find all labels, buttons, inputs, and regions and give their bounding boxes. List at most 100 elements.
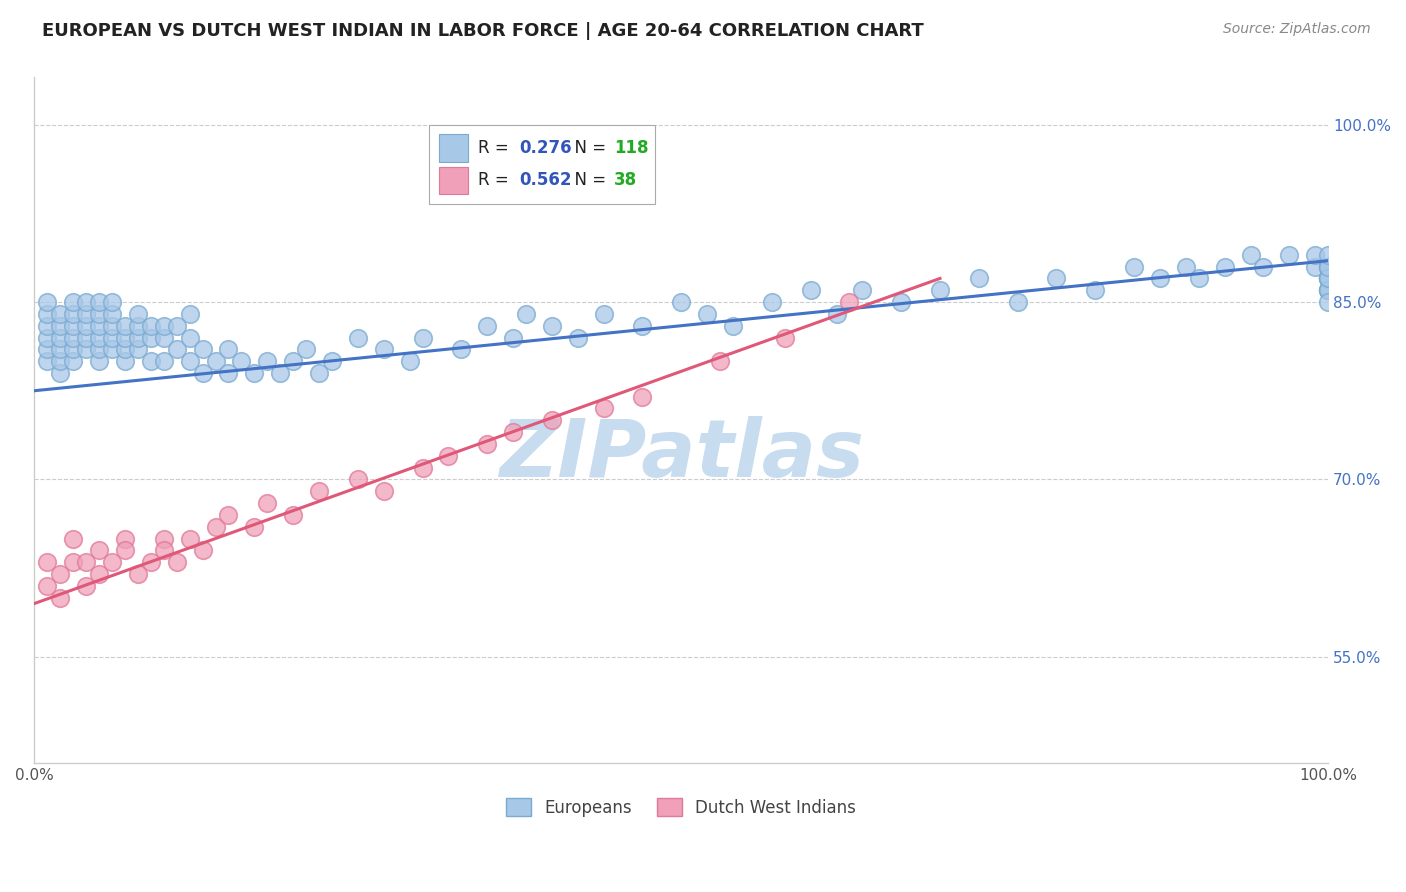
- Point: [800, 283, 823, 297]
- Point: [62, 318, 84, 333]
- Point: [437, 449, 460, 463]
- Point: [671, 295, 693, 310]
- Point: [62, 354, 84, 368]
- Text: ZIPatlas: ZIPatlas: [499, 416, 863, 493]
- Point: [204, 354, 226, 368]
- Point: [825, 307, 848, 321]
- Legend: Europeans, Dutch West Indians: Europeans, Dutch West Indians: [499, 791, 863, 823]
- Point: [191, 366, 214, 380]
- Point: [412, 460, 434, 475]
- Point: [1303, 260, 1326, 274]
- Point: [204, 519, 226, 533]
- Point: [1149, 271, 1171, 285]
- Point: [477, 437, 499, 451]
- Point: [308, 484, 330, 499]
- Point: [890, 295, 912, 310]
- Point: [761, 295, 783, 310]
- Point: [1239, 248, 1261, 262]
- Text: R =: R =: [478, 139, 515, 157]
- Text: R =: R =: [478, 171, 515, 189]
- Point: [37, 330, 59, 344]
- Point: [243, 519, 266, 533]
- Point: [37, 318, 59, 333]
- Point: [127, 343, 149, 357]
- Point: [398, 354, 420, 368]
- Point: [114, 330, 136, 344]
- Point: [101, 307, 124, 321]
- Point: [152, 532, 174, 546]
- Point: [1317, 271, 1340, 285]
- Point: [1317, 271, 1340, 285]
- Text: EUROPEAN VS DUTCH WEST INDIAN IN LABOR FORCE | AGE 20-64 CORRELATION CHART: EUROPEAN VS DUTCH WEST INDIAN IN LABOR F…: [42, 22, 924, 40]
- Point: [851, 283, 873, 297]
- Point: [87, 330, 110, 344]
- Point: [191, 343, 214, 357]
- Point: [152, 318, 174, 333]
- Point: [62, 555, 84, 569]
- Point: [696, 307, 718, 321]
- Point: [346, 472, 368, 486]
- Point: [62, 532, 84, 546]
- Point: [152, 543, 174, 558]
- Point: [592, 401, 614, 416]
- Point: [541, 318, 564, 333]
- Point: [1317, 271, 1340, 285]
- Point: [1317, 271, 1340, 285]
- Point: [37, 354, 59, 368]
- Point: [281, 508, 304, 522]
- Point: [1317, 260, 1340, 274]
- Point: [231, 354, 253, 368]
- Point: [308, 366, 330, 380]
- Point: [179, 532, 201, 546]
- Point: [114, 318, 136, 333]
- Point: [166, 555, 188, 569]
- Point: [127, 330, 149, 344]
- Point: [373, 484, 395, 499]
- Point: [179, 330, 201, 344]
- Point: [838, 295, 860, 310]
- Point: [1317, 283, 1340, 297]
- Point: [1317, 260, 1340, 274]
- Text: 0.276: 0.276: [520, 139, 572, 157]
- Point: [1303, 248, 1326, 262]
- Point: [49, 318, 72, 333]
- Point: [62, 343, 84, 357]
- Point: [87, 307, 110, 321]
- Point: [139, 555, 162, 569]
- Text: 38: 38: [614, 171, 637, 189]
- Point: [929, 283, 952, 297]
- Point: [1317, 260, 1340, 274]
- Point: [1174, 260, 1197, 274]
- Point: [87, 566, 110, 581]
- Point: [1317, 283, 1340, 297]
- Point: [37, 343, 59, 357]
- Point: [191, 543, 214, 558]
- FancyBboxPatch shape: [429, 126, 655, 204]
- Point: [541, 413, 564, 427]
- Point: [49, 307, 72, 321]
- Point: [37, 295, 59, 310]
- Point: [412, 330, 434, 344]
- Point: [217, 508, 239, 522]
- Point: [127, 307, 149, 321]
- Point: [101, 555, 124, 569]
- Point: [1317, 295, 1340, 310]
- Point: [1317, 260, 1340, 274]
- Point: [477, 318, 499, 333]
- Text: Source: ZipAtlas.com: Source: ZipAtlas.com: [1223, 22, 1371, 37]
- Point: [127, 318, 149, 333]
- Point: [166, 318, 188, 333]
- Point: [75, 579, 97, 593]
- Point: [269, 366, 291, 380]
- Point: [281, 354, 304, 368]
- Point: [1317, 248, 1340, 262]
- Point: [87, 543, 110, 558]
- Point: [75, 295, 97, 310]
- Point: [1213, 260, 1236, 274]
- Point: [114, 343, 136, 357]
- Point: [217, 343, 239, 357]
- Point: [75, 555, 97, 569]
- Point: [139, 330, 162, 344]
- Point: [502, 330, 524, 344]
- Point: [1123, 260, 1146, 274]
